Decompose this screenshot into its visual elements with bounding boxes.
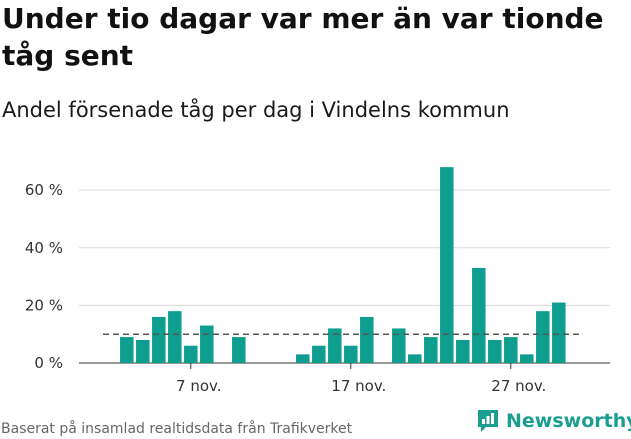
y-tick-label: 60 % <box>25 181 63 199</box>
bar[interactable] <box>520 354 534 363</box>
x-tick-label: 17 nov. <box>331 377 386 395</box>
brand-name: Newsworthy <box>506 410 631 432</box>
y-tick-label: 40 % <box>25 239 63 257</box>
bar[interactable] <box>360 316 374 363</box>
bar[interactable] <box>408 354 422 363</box>
bar[interactable] <box>456 339 470 363</box>
bars <box>120 167 566 363</box>
bar[interactable] <box>168 311 182 363</box>
bar[interactable] <box>152 316 166 363</box>
bar[interactable] <box>504 337 518 363</box>
chart-subtitle: Andel försenade tåg per dag i Vindelns k… <box>2 98 510 122</box>
bar[interactable] <box>200 325 214 363</box>
bar[interactable] <box>296 354 310 363</box>
newsworthy-logo-icon <box>478 410 498 432</box>
bar-chart: 0 % 20 % 40 % 60 % 7 nov. 17 nov. 27 nov. <box>25 167 610 395</box>
y-tick-label: 20 % <box>25 296 63 314</box>
x-tick-label: 27 nov. <box>491 377 546 395</box>
bar[interactable] <box>536 311 550 363</box>
source-note: Baserat på insamlad realtidsdata från Tr… <box>1 421 353 437</box>
bar[interactable] <box>136 339 150 363</box>
x-tick-label: 7 nov. <box>176 377 221 395</box>
bar[interactable] <box>440 167 454 363</box>
newsworthy-logo[interactable]: Newsworthy <box>476 407 631 435</box>
bar[interactable] <box>232 337 246 363</box>
bar[interactable] <box>424 337 438 363</box>
bar[interactable] <box>328 328 342 363</box>
y-tick-label: 0 % <box>34 354 63 372</box>
axis-labels: 0 % 20 % 40 % 60 % 7 nov. 17 nov. 27 nov. <box>25 181 546 395</box>
bar[interactable] <box>472 267 486 363</box>
bar[interactable] <box>552 302 566 363</box>
bar[interactable] <box>488 339 502 363</box>
bar[interactable] <box>120 337 134 363</box>
bar[interactable] <box>312 345 326 363</box>
bar[interactable] <box>392 328 406 363</box>
bar[interactable] <box>344 345 358 363</box>
bar[interactable] <box>184 345 198 363</box>
chart-title: Under tio dagar var mer än var tionde tå… <box>2 2 604 72</box>
